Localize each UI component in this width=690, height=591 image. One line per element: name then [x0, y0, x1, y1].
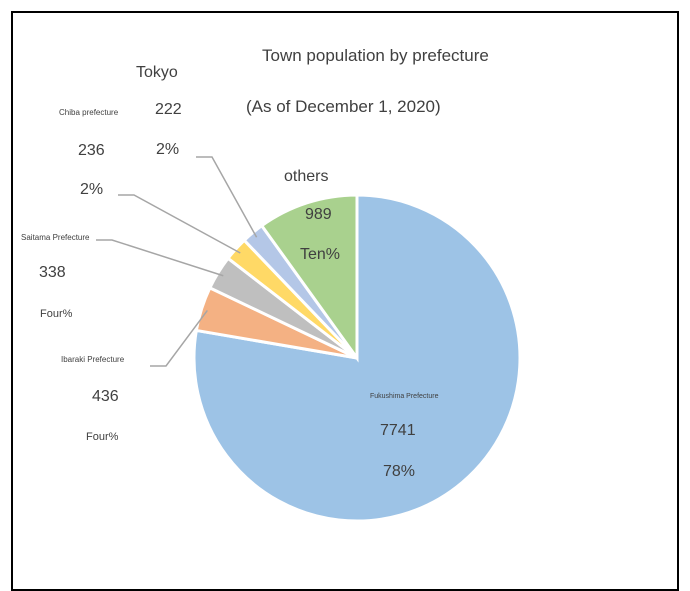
slice-label-saitama: Saitama Prefecture: [21, 233, 90, 242]
leader-line-chiba: [118, 194, 241, 254]
slice-label-others: others: [284, 168, 329, 185]
slice-percent-saitama: Four%: [40, 308, 73, 320]
leader-line-tokyo: [196, 156, 258, 238]
slice-value-saitama: 338: [39, 264, 66, 281]
slice-percent-fukushima: 78%: [383, 463, 416, 480]
slice-label-tokyo: Tokyo: [136, 64, 178, 81]
slice-value-ibaraki: 436: [92, 388, 119, 405]
slice-percent-ibaraki: Four%: [86, 431, 119, 443]
slice-value-chiba: 236: [78, 142, 105, 159]
slice-label-chiba: Chiba prefecture: [59, 108, 119, 117]
slice-label-ibaraki: Ibaraki Prefecture: [61, 355, 125, 364]
slice-percent-others: Ten%: [300, 246, 341, 263]
chart-subtitle: (As of December 1, 2020): [246, 97, 441, 116]
slice-value-others: 989: [305, 206, 332, 223]
slice-value-tokyo: 222: [155, 101, 182, 118]
slice-label-fukushima: Fukushima Prefecture: [370, 393, 439, 400]
leader-line-saitama: [96, 239, 224, 277]
slice-percent-chiba: 2%: [80, 181, 104, 198]
slice-value-fukushima: 7741: [380, 422, 416, 439]
pie-slice-others: [259, 193, 359, 363]
chart-title: Town population by prefecture: [262, 46, 489, 65]
leader-line-ibaraki: [150, 310, 208, 367]
pie-chart: [96, 156, 522, 523]
slice-percent-tokyo: 2%: [156, 141, 180, 158]
